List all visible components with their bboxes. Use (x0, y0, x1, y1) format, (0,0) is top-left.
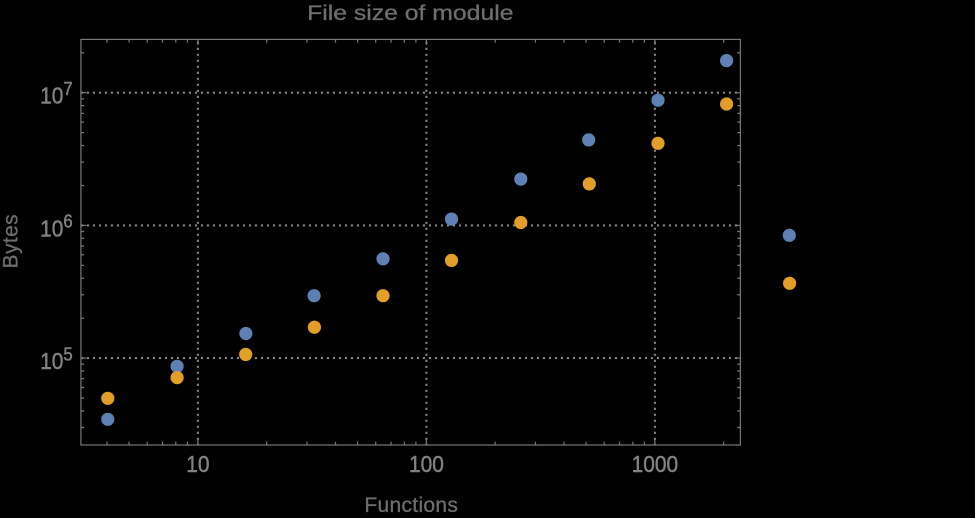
svg-text:107: 107 (40, 78, 73, 109)
svg-text:Bytes: Bytes (0, 214, 23, 269)
svg-text:105: 105 (40, 344, 73, 375)
svg-text:10: 10 (186, 451, 209, 477)
svg-text:100: 100 (409, 451, 444, 477)
svg-text:File size of module: File size of module (307, 1, 513, 25)
svg-text:106: 106 (40, 211, 73, 242)
svg-text:1000: 1000 (632, 451, 678, 477)
svg-text:Functions: Functions (364, 494, 458, 513)
